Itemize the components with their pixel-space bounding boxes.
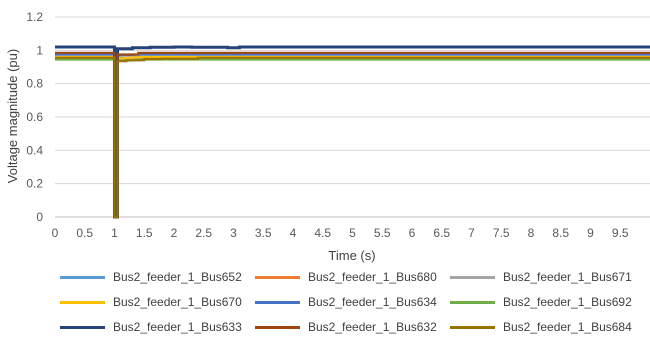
legend-label: Bus2_feeder_1_Bus670 — [113, 295, 242, 309]
legend-label: Bus2_feeder_1_Bus671 — [503, 270, 632, 284]
y-tick-label: 1.2 — [26, 10, 43, 24]
x-tick-label: 2.5 — [195, 226, 212, 240]
legend-item: Bus2_feeder_1_Bus692 — [450, 294, 645, 310]
y-tick-label: 0 — [36, 210, 43, 224]
legend-swatch — [450, 300, 495, 304]
x-tick-label: 2 — [171, 226, 178, 240]
x-tick-labels: 0 0.5 1 1.5 2 2.5 3 3.5 4 4.5 5 5.5 6 6.5 7 7.5 8 8.5 9 9.5 — [52, 226, 629, 240]
x-tick-label: 7.5 — [493, 226, 510, 240]
voltage-chart: 0 0.2 0.4 0.6 0.8 1 1.2 0 0.5 1 1.5 2 2.5 3 3.5 4 4.5 5 5… — [5, 10, 650, 263]
legend-label: Bus2_feeder_1_Bus680 — [308, 270, 437, 284]
y-tick-labels: 0 0.2 0.4 0.6 0.8 1 1.2 — [26, 10, 43, 224]
legend-label: Bus2_feeder_1_Bus633 — [113, 320, 242, 334]
gridlines — [55, 16, 650, 218]
x-axis-title: Time (s) — [328, 248, 375, 263]
legend-swatch — [255, 275, 300, 279]
legend-label: Bus2_feeder_1_Bus634 — [308, 295, 437, 309]
y-tick-label: 0.8 — [26, 77, 43, 91]
legend-item: Bus2_feeder_1_Bus670 — [60, 294, 255, 310]
y-tick-label: 0.4 — [26, 143, 43, 157]
y-tick-label: 0.2 — [26, 177, 43, 191]
legend-swatch — [60, 325, 105, 329]
legend-swatch — [450, 325, 495, 329]
legend-item: Bus2_feeder_1_Bus671 — [450, 269, 645, 285]
series-line-bus680 — [55, 55, 650, 219]
legend-item: Bus2_feeder_1_Bus634 — [255, 294, 450, 310]
legend-swatch — [450, 275, 495, 279]
legend-item: Bus2_feeder_1_Bus652 — [60, 269, 255, 285]
series-layer — [55, 45, 650, 219]
legend-swatch — [60, 275, 105, 279]
x-tick-label: 7 — [468, 226, 475, 240]
x-tick-label: 8.5 — [552, 226, 569, 240]
x-tick-label: 6 — [409, 226, 416, 240]
legend-label: Bus2_feeder_1_Bus652 — [113, 270, 242, 284]
x-tick-label: 8 — [528, 226, 535, 240]
y-tick-label: 0.6 — [26, 110, 43, 124]
legend-swatch — [255, 300, 300, 304]
series-line-bus634 — [55, 53, 650, 219]
x-tick-label: 1.5 — [136, 226, 153, 240]
series-line-bus652 — [55, 57, 650, 219]
x-tick-label: 9.5 — [612, 226, 629, 240]
y-tick-label: 1 — [36, 43, 43, 57]
series-line-bus632 — [55, 51, 650, 219]
legend-item: Bus2_feeder_1_Bus680 — [255, 269, 450, 285]
x-tick-label: 9 — [587, 226, 594, 240]
x-tick-label: 3 — [230, 226, 237, 240]
legend-label: Bus2_feeder_1_Bus632 — [308, 320, 437, 334]
series-line-bus692 — [55, 58, 650, 219]
series-line-bus670 — [55, 55, 650, 219]
x-tick-label: 5.5 — [374, 226, 391, 240]
legend-item: Bus2_feeder_1_Bus632 — [255, 319, 450, 335]
x-tick-label: 3.5 — [255, 226, 272, 240]
series-line-bus671 — [55, 55, 650, 219]
series-line-bus633 — [55, 45, 650, 219]
legend-label: Bus2_feeder_1_Bus684 — [503, 320, 632, 334]
legend-item: Bus2_feeder_1_Bus633 — [60, 319, 255, 335]
series-line-bus684 — [55, 56, 650, 219]
legend-swatch — [60, 300, 105, 304]
x-tick-label: 1 — [111, 226, 118, 240]
x-tick-label: 6.5 — [433, 226, 450, 240]
x-tick-label: 0.5 — [76, 226, 93, 240]
y-axis-title: Voltage magnitude (pu) — [5, 49, 20, 183]
legend-swatch — [255, 325, 300, 329]
x-tick-label: 4 — [290, 226, 297, 240]
x-tick-label: 5 — [349, 226, 356, 240]
legend-item: Bus2_feeder_1_Bus684 — [450, 319, 645, 335]
legend: Bus2_feeder_1_Bus652 Bus2_feeder_1_Bus680… — [60, 269, 645, 335]
x-tick-label: 4.5 — [314, 226, 331, 240]
x-tick-label: 0 — [52, 226, 59, 240]
legend-label: Bus2_feeder_1_Bus692 — [503, 295, 632, 309]
